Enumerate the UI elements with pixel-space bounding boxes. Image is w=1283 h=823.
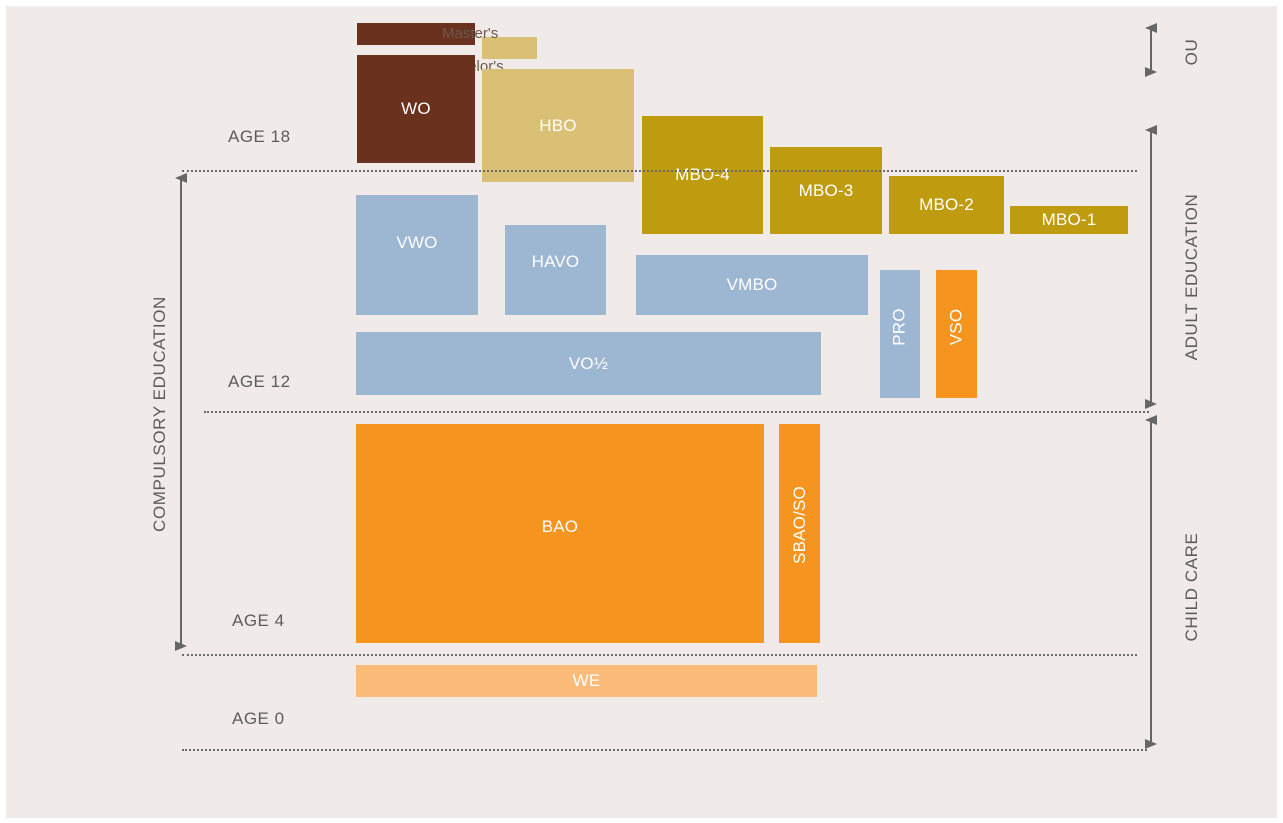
block-we-label: WE (572, 671, 601, 690)
block-sbao: SBAO/SO (779, 424, 820, 643)
line-age-18 (182, 170, 1137, 172)
masters-bar (357, 23, 475, 45)
block-mbo4: MBO-4 (642, 116, 763, 234)
block-wo-label: WO (401, 99, 431, 118)
block-mbo2-label: MBO-2 (919, 195, 974, 214)
block-mbo2: MBO-2 (889, 176, 1004, 234)
block-vmbo: VMBO (636, 255, 868, 315)
block-havo: HAVO (505, 225, 606, 315)
age-0-label: AGE 0 (232, 709, 285, 728)
age-18-label: AGE 18 (228, 127, 291, 146)
age-4-label: AGE 4 (232, 611, 285, 630)
block-vwo-label: VWO (396, 233, 438, 252)
diagram-canvas: Master's Bachelor's WO HBO MBO-4 MBO-3 M… (6, 6, 1277, 818)
block-mbo4-label: MBO-4 (675, 165, 730, 184)
block-we: WE (356, 665, 817, 697)
block-pro: PRO (880, 270, 920, 398)
age-12-label: AGE 12 (228, 372, 291, 391)
arrows-layer (175, 23, 1157, 749)
block-mbo3: MBO-3 (770, 147, 882, 234)
block-mbo1: MBO-1 (1010, 206, 1128, 234)
block-hbo: HBO (482, 69, 634, 182)
block-bao: BAO (356, 424, 764, 643)
block-wo: WO (357, 55, 475, 163)
block-hbo-label: HBO (539, 115, 577, 135)
block-vwo: VWO (356, 195, 478, 315)
block-vo: VO½ (356, 332, 821, 395)
block-bao-label: BAO (541, 516, 579, 536)
bachelors-bar (482, 37, 537, 59)
line-age-0 (182, 749, 1147, 751)
line-age-4 (182, 654, 1137, 656)
block-vmbo-label: VMBO (726, 275, 778, 294)
block-havo-label: HAVO (531, 252, 580, 271)
block-mbo3-label: MBO-3 (798, 180, 854, 200)
masters-label: Master's (442, 25, 499, 42)
block-vo-label: VO½ (568, 353, 609, 373)
block-vso: VSO (936, 270, 977, 398)
block-mbo1-label: MBO-1 (1041, 210, 1097, 229)
line-age-12 (204, 411, 1149, 413)
